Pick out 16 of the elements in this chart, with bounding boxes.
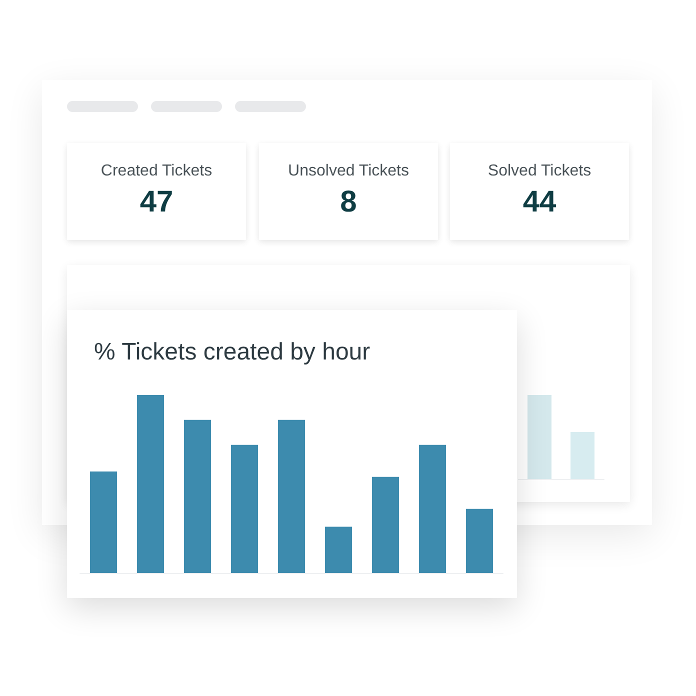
bar [231,444,258,573]
text: 44 [522,186,556,218]
bar [372,476,399,573]
bar [419,444,446,573]
text: Solved Tickets [488,162,592,180]
chart-title: % Tickets created by hour [94,338,370,366]
text: 8 [340,186,357,218]
bar [184,420,211,573]
bar [278,420,305,573]
text: Created Tickets [100,162,212,180]
bar [325,526,352,573]
text: 47 [140,186,174,218]
bar [137,395,164,573]
text: Unsolved Tickets [288,162,409,180]
bar [466,508,493,573]
bar [90,472,117,573]
